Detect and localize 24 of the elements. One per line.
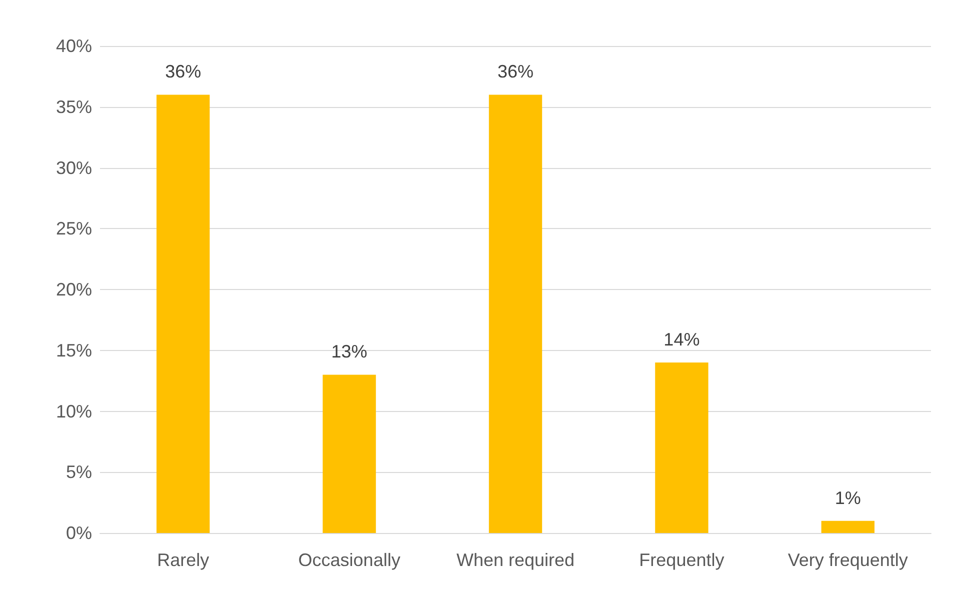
x-tick-label: Frequently: [639, 550, 724, 570]
x-tick-label: Occasionally: [298, 550, 400, 570]
y-tick-label: 40%: [56, 36, 92, 56]
bar: [322, 374, 376, 533]
x-tick-label: Rarely: [157, 550, 210, 570]
y-tick-label: 25%: [56, 218, 92, 239]
y-tick-label: 0%: [66, 523, 92, 543]
y-tick-label: 10%: [56, 401, 92, 422]
y-tick-label: 5%: [66, 462, 92, 482]
data-label: 36%: [165, 62, 202, 82]
data-label: 13%: [331, 342, 368, 362]
data-label: 14%: [664, 330, 700, 350]
x-tick-label: When required: [456, 550, 575, 570]
y-tick-label: 30%: [56, 158, 92, 178]
y-tick-label: 35%: [56, 96, 92, 117]
bar: [156, 94, 210, 533]
x-tick-label: Very frequently: [788, 550, 908, 570]
data-label: 1%: [834, 488, 861, 508]
bar: [488, 94, 542, 533]
y-tick-label: 20%: [56, 280, 92, 300]
bar: [655, 362, 708, 533]
data-label: 36%: [497, 62, 534, 82]
y-tick-label: 15%: [56, 340, 92, 360]
bar: [821, 520, 874, 533]
